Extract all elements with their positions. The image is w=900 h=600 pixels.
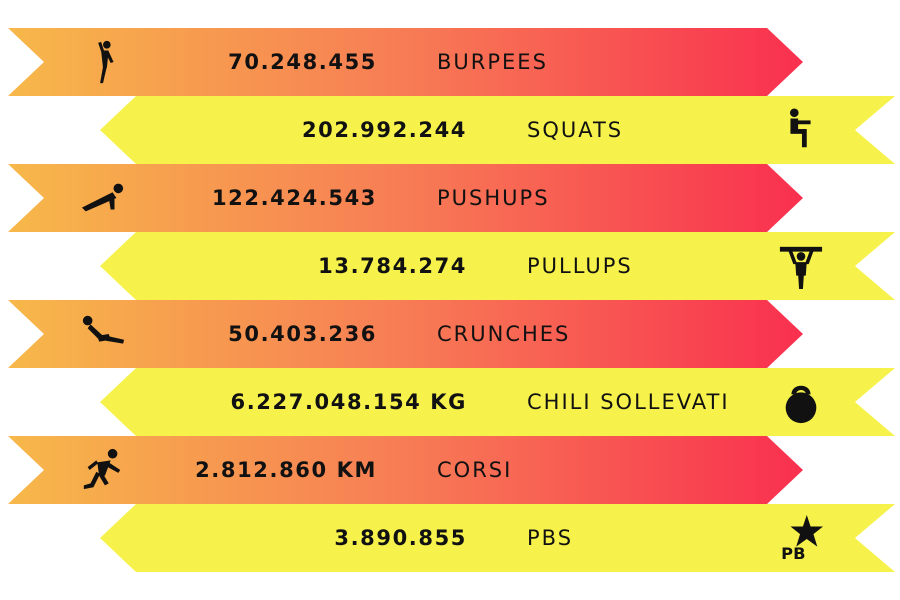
pushup-icon xyxy=(81,183,124,212)
stat-value: 122.424.543 xyxy=(211,186,377,210)
gradient-ribbon-shape xyxy=(8,300,803,368)
stat-banner-burpees: 70.248.455 BURPEES xyxy=(8,28,803,96)
runner-icon xyxy=(83,448,121,490)
kettlebell-icon xyxy=(785,385,817,424)
stat-value: 3.890.855 xyxy=(334,526,467,550)
burpee-icon xyxy=(98,40,114,84)
stat-label: SQUATS xyxy=(527,118,624,142)
stat-banner-pushups: 122.424.543 PUSHUPS xyxy=(8,164,803,232)
yellow-ribbon-shape xyxy=(100,96,895,164)
stat-banner-squats: 202.992.244 SQUATS xyxy=(100,96,895,164)
stat-banner-pbs: 3.890.855 PBS PB xyxy=(100,504,895,572)
stat-value: 2.812.860 KM xyxy=(195,458,377,482)
ribbon-polygon xyxy=(100,368,895,436)
yellow-ribbon-shape xyxy=(100,504,895,572)
pullup-icon xyxy=(779,246,823,289)
pb-star-icon: PB xyxy=(781,515,824,561)
yellow-ribbon-shape xyxy=(100,232,895,300)
ribbon-polygon xyxy=(100,96,895,164)
stat-label: CRUNCHES xyxy=(437,322,571,346)
gradient-ribbon-shape xyxy=(8,436,803,504)
stat-banner-corsi: 2.812.860 KM CORSI xyxy=(8,436,803,504)
stat-banner-pullups: 13.784.274 PULLUPS xyxy=(100,232,895,300)
ribbon-polygon xyxy=(8,28,803,96)
stat-value: 202.992.244 xyxy=(301,118,467,142)
stat-value: 6.227.048.154 KG xyxy=(230,390,467,414)
squat-icon xyxy=(789,108,811,148)
ribbon-polygon xyxy=(100,504,895,572)
stat-banner-chili-sollevati: 6.227.048.154 KG CHILI SOLLEVATI xyxy=(100,368,895,436)
ribbon-polygon xyxy=(8,436,803,504)
stat-label: BURPEES xyxy=(437,50,548,74)
stat-label: CORSI xyxy=(437,458,513,482)
stat-value: 50.403.236 xyxy=(228,322,377,346)
ribbon-polygon xyxy=(100,232,895,300)
stat-value: 70.248.455 xyxy=(228,50,377,74)
ribbon-polygon xyxy=(8,164,803,232)
svg-text:PB: PB xyxy=(781,544,805,561)
stat-label: PULLUPS xyxy=(527,254,633,278)
gradient-ribbon-shape xyxy=(8,164,803,232)
stat-banner-crunches: 50.403.236 CRUNCHES xyxy=(8,300,803,368)
crunch-icon xyxy=(82,315,125,344)
stat-label: CHILI SOLLEVATI xyxy=(527,390,730,414)
stat-label: PBS xyxy=(527,526,574,550)
stat-value: 13.784.274 xyxy=(318,254,467,278)
gradient-ribbon-shape xyxy=(8,28,803,96)
yellow-ribbon-shape xyxy=(100,368,895,436)
ribbon-polygon xyxy=(8,300,803,368)
stat-label: PUSHUPS xyxy=(437,186,550,210)
